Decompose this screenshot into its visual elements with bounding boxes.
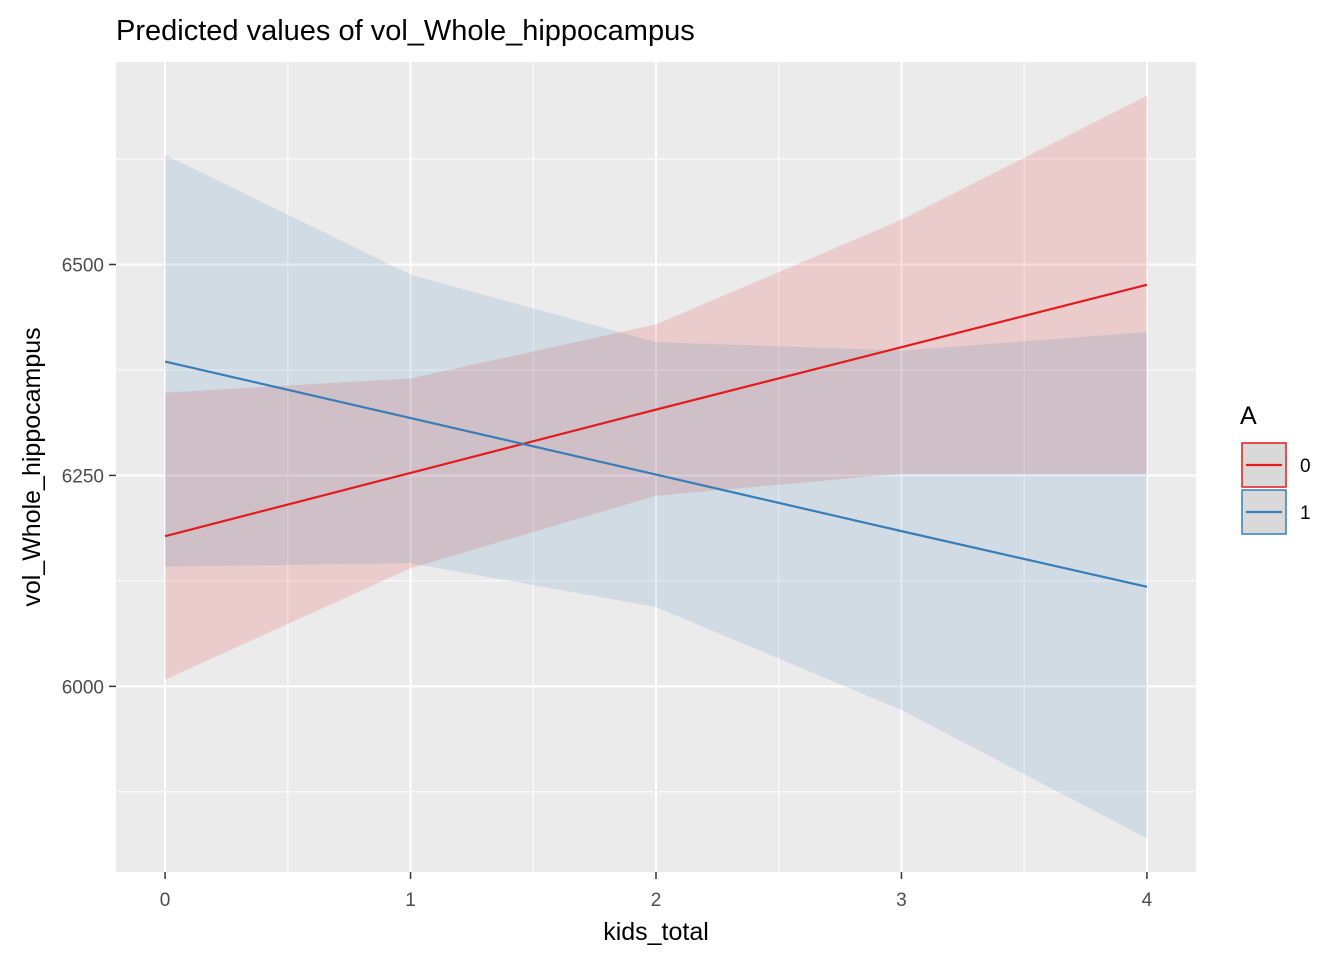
x-tick-label-1: 1 <box>405 890 416 911</box>
x-tick-label-4: 4 <box>1142 890 1153 911</box>
chart-title: Predicted values of vol_Whole_hippocampu… <box>116 15 695 47</box>
y-tick-label-0: 6000 <box>62 677 104 698</box>
x-tick-label-0: 0 <box>160 890 171 911</box>
line-series-1 <box>164 360 1148 588</box>
x-axis-ticks: 0 1 2 3 4 <box>160 872 1153 911</box>
series-lines <box>164 283 1148 588</box>
x-axis-title: kids_total <box>603 918 709 946</box>
ribbon-series-0 <box>165 95 1147 680</box>
legend-key-1 <box>1241 489 1287 535</box>
y-axis-title: vol_Whole_hippocampus <box>18 327 46 606</box>
legend: A 0 1 <box>1240 402 1311 535</box>
y-tick-label-1: 6250 <box>62 466 104 487</box>
ribbon-series-1 <box>165 154 1147 839</box>
legend-key-0 <box>1241 442 1287 488</box>
x-tick-label-2: 2 <box>651 890 662 911</box>
y-tick-label-2: 6500 <box>62 256 104 277</box>
legend-label-0: 0 <box>1300 456 1311 477</box>
line-series-0 <box>164 283 1148 538</box>
legend-label-1: 1 <box>1300 503 1311 524</box>
x-tick-label-3: 3 <box>896 890 907 911</box>
confidence-ribbons <box>165 95 1147 839</box>
legend-title: A <box>1240 402 1257 430</box>
y-axis-ticks: 6000 6250 6500 <box>62 256 116 698</box>
